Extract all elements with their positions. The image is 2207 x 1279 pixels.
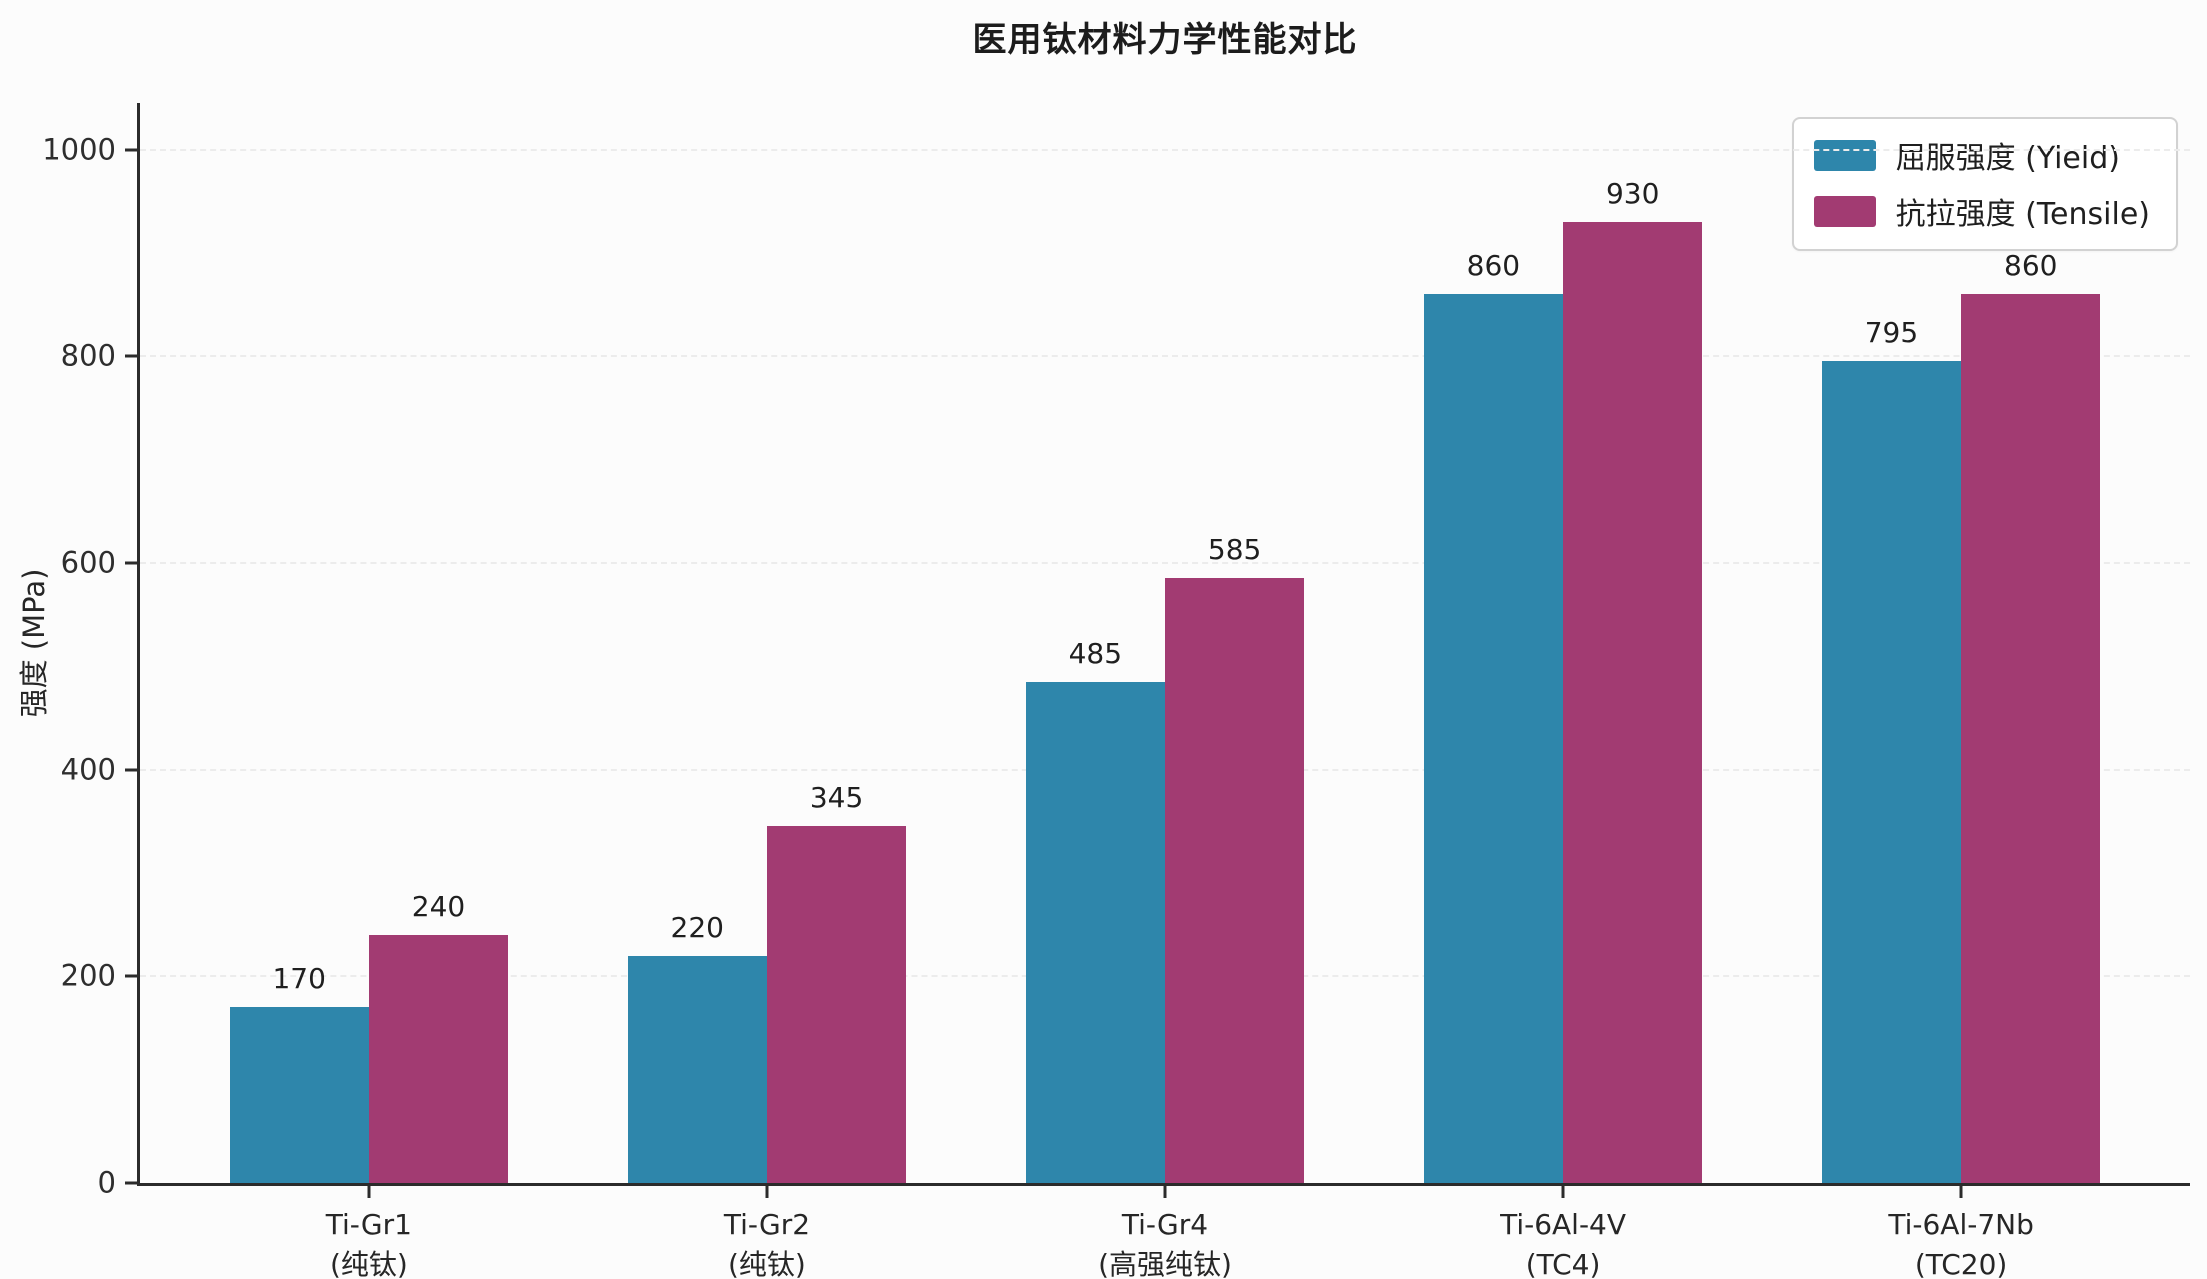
legend-label: 抗拉强度 (Tensile) bbox=[1895, 197, 2150, 232]
category-label-line2: (纯钛) bbox=[728, 1248, 806, 1279]
category-label-line2: (高强纯钛) bbox=[1098, 1248, 1232, 1279]
y-tick-label: 800 bbox=[60, 338, 116, 373]
x-tick-mark-Ti-6Al-4V bbox=[1561, 1186, 1565, 1198]
category-label-line2: (纯钛) bbox=[329, 1248, 408, 1279]
y-axis-label: 强度 (MPa) bbox=[17, 568, 51, 718]
bar-value-label: 860 bbox=[2004, 249, 2058, 283]
bar-tensile bbox=[1165, 578, 1305, 1183]
bar-value-label: 795 bbox=[1864, 316, 1919, 350]
bar-value-label: 345 bbox=[809, 781, 864, 815]
x-tick-mark-Ti-Gr2 bbox=[765, 1186, 769, 1198]
gridline-600 bbox=[140, 561, 2190, 564]
gridline-800 bbox=[140, 355, 2190, 358]
bar-yield bbox=[627, 955, 767, 1183]
plot-area: 强度 (MPa) 屈服强度 (Yield) 抗拉强度 (Tensile) 0 200… bbox=[17, 103, 2190, 1279]
category-label-line1: Ti-6Al-7Nb bbox=[1888, 1208, 2034, 1241]
legend-label: 屈服强度 (Yield) bbox=[1895, 141, 2120, 176]
category-label-line1: Ti-Gr1 bbox=[325, 1208, 412, 1241]
y-tick-label: 400 bbox=[60, 752, 116, 787]
bar-value-label: 170 bbox=[272, 962, 326, 996]
bar-tensile bbox=[766, 826, 907, 1183]
bar-tensile bbox=[1563, 221, 1703, 1183]
legend-item-tensile: 抗拉强度 (Tensile) bbox=[1813, 189, 2150, 233]
category-label: Ti-6Al-7Nb (TC20) bbox=[1888, 1205, 2034, 1279]
category-label-line2: (TC4) bbox=[1525, 1248, 1601, 1279]
gridline-1000 bbox=[140, 148, 2190, 151]
y-axis-spine bbox=[137, 103, 140, 1183]
category-label-line1: Ti-6Al-4V bbox=[1500, 1208, 1627, 1241]
bar-yield bbox=[1025, 681, 1165, 1183]
y-tick-mark-0 bbox=[125, 1181, 137, 1185]
bar-value-label: 220 bbox=[670, 910, 725, 944]
legend-item-yield: 屈服强度 (Yield) bbox=[1813, 133, 2150, 177]
category-label: Ti-Gr4 (高强纯钛) bbox=[1098, 1205, 1232, 1279]
y-tick-label: 0 bbox=[97, 1165, 116, 1200]
category-label: Ti-6Al-4V (TC4) bbox=[1500, 1205, 1626, 1279]
bar-yield bbox=[1821, 361, 1962, 1183]
y-tick-mark-800 bbox=[125, 354, 137, 358]
bar-value-label: 930 bbox=[1605, 176, 1660, 210]
x-tick-mark-Ti-Gr4 bbox=[1163, 1186, 1167, 1198]
legend-swatch-tensile bbox=[1813, 195, 1876, 227]
legend: 屈服强度 (Yield) 抗拉强度 (Tensile) bbox=[1791, 117, 2178, 251]
y-tick-mark-600 bbox=[125, 561, 137, 565]
y-tick-label: 1000 bbox=[42, 132, 116, 167]
y-tick-mark-1000 bbox=[125, 148, 137, 152]
bar-value-label: 240 bbox=[411, 889, 466, 923]
y-tick-label: 200 bbox=[60, 958, 116, 993]
bar-value-label: 860 bbox=[1466, 249, 1521, 283]
bar-tensile bbox=[368, 934, 509, 1183]
x-axis-spine bbox=[137, 1183, 2190, 1186]
category-label: Ti-Gr1 (纯钛) bbox=[326, 1205, 412, 1279]
y-tick-mark-200 bbox=[125, 974, 137, 978]
bar-tensile bbox=[1961, 294, 2101, 1183]
x-tick-mark-Ti-Gr1 bbox=[367, 1186, 371, 1198]
category-label-line1: Ti-Gr4 bbox=[1121, 1208, 1209, 1241]
x-tick-mark-Ti-6Al-7Nb bbox=[1959, 1186, 1963, 1198]
category-label: Ti-Gr2 (纯钛) bbox=[724, 1205, 810, 1279]
bar-yield bbox=[1423, 294, 1564, 1183]
bar-value-label: 485 bbox=[1068, 636, 1123, 670]
y-tick-label: 600 bbox=[60, 545, 116, 580]
y-tick-mark-400 bbox=[125, 768, 137, 772]
category-label-line1: Ti-Gr2 bbox=[723, 1208, 811, 1241]
bar-value-label: 585 bbox=[1207, 533, 1262, 567]
chart-title: 医用钛材料力学性能对比 bbox=[972, 20, 1358, 60]
category-label-line2: (TC20) bbox=[1914, 1248, 2008, 1279]
legend-swatch-yield bbox=[1813, 139, 1876, 171]
bar-yield bbox=[229, 1007, 369, 1183]
